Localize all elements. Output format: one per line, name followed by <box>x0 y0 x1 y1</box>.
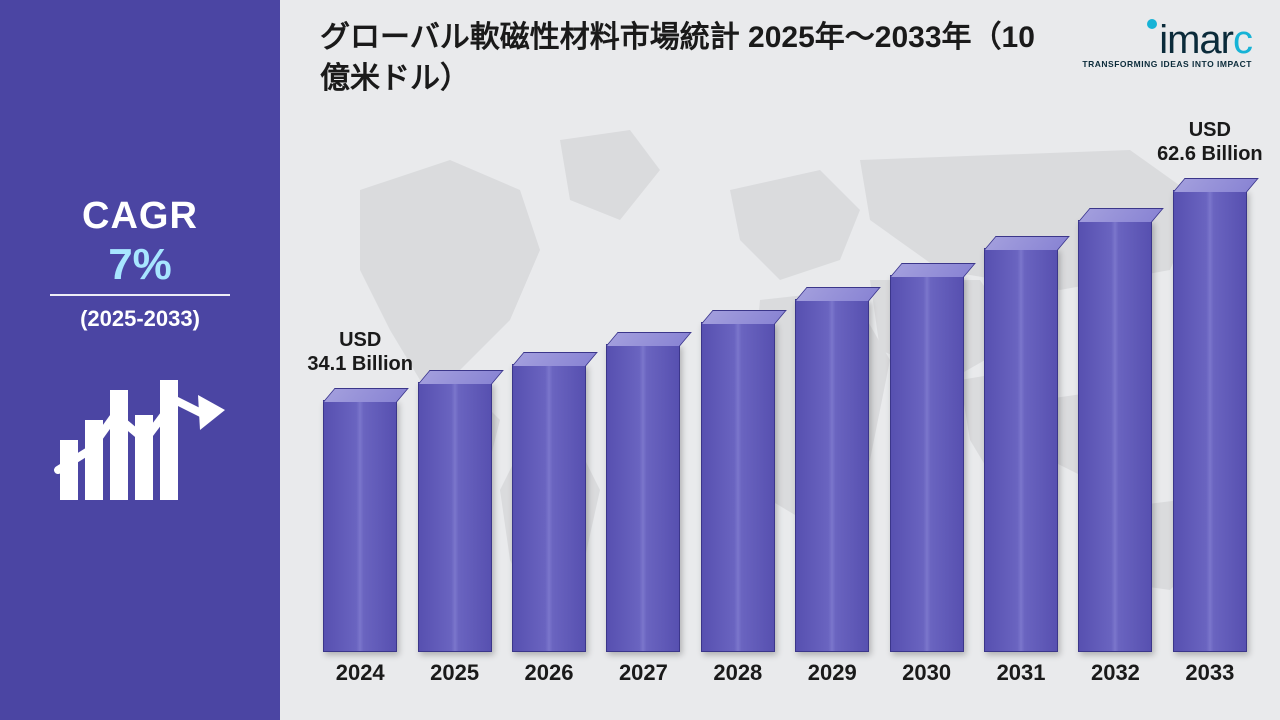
brand-logo: imarc TRANSFORMING IDEAS INTO IMPACT <box>1082 18 1252 69</box>
bar-front-face <box>984 248 1058 652</box>
bar-front-face <box>795 299 869 652</box>
bar-top-face <box>606 332 692 346</box>
bar-top-face <box>418 370 504 384</box>
bar <box>418 382 492 652</box>
bar-front-face <box>323 400 397 652</box>
callout-line2: 62.6 Billion <box>1157 143 1263 165</box>
main-panel: グローバル軟磁性材料市場統計 2025年〜2033年（10億米ドル） imarc… <box>280 0 1280 720</box>
bar-front-face <box>606 344 680 652</box>
logo-tagline: TRANSFORMING IDEAS INTO IMPACT <box>1082 59 1252 69</box>
growth-chart-icon <box>50 360 230 515</box>
logo-text-1: imar <box>1159 18 1233 63</box>
bar <box>323 400 397 652</box>
bar-top-face <box>795 287 881 301</box>
bar <box>606 344 680 652</box>
bar-slot: 2033USD62.6 Billion <box>1170 190 1250 652</box>
bar-chart: 2024USD34.1 Billion202520262027202820292… <box>320 110 1250 692</box>
bar <box>890 275 964 652</box>
bar-year-label: 2031 <box>981 660 1061 686</box>
cagr-label: CAGR <box>82 195 198 238</box>
bar-top-face <box>984 236 1070 250</box>
chart-title: グローバル軟磁性材料市場統計 2025年〜2033年（10億米ドル） <box>320 18 1040 99</box>
bar-front-face <box>1173 190 1247 652</box>
bar <box>1078 220 1152 652</box>
cagr-value: 7% <box>108 240 172 290</box>
bar-slot: 2032 <box>1075 220 1155 652</box>
bar-front-face <box>512 364 586 652</box>
bar-slot: 2024USD34.1 Billion <box>320 400 400 652</box>
sidebar-cagr-panel: CAGR 7% (2025-2033) <box>0 0 280 720</box>
bar-front-face <box>418 382 492 652</box>
bar-year-label: 2028 <box>698 660 778 686</box>
callout-line2: 34.1 Billion <box>307 353 413 375</box>
bar-slot: 2030 <box>886 275 966 652</box>
bar-slot: 2028 <box>698 322 778 652</box>
bar-slot: 2029 <box>792 299 872 652</box>
bar-year-label: 2027 <box>603 660 683 686</box>
callout-line1: USD <box>1189 119 1231 141</box>
bar <box>795 299 869 652</box>
bar-top-face <box>1078 208 1164 222</box>
bar-slot: 2026 <box>509 364 589 652</box>
cagr-period: (2025-2033) <box>80 306 200 332</box>
callout-line1: USD <box>339 329 381 351</box>
bar-year-label: 2033 <box>1170 660 1250 686</box>
bar-slot: 2031 <box>981 248 1061 652</box>
bar-slot: 2025 <box>414 382 494 652</box>
bar-front-face <box>1078 220 1152 652</box>
bar-top-face <box>1173 178 1259 192</box>
logo-text-2: c <box>1233 18 1252 63</box>
bar <box>701 322 775 652</box>
bar <box>984 248 1058 652</box>
bar-year-label: 2025 <box>414 660 494 686</box>
bar-front-face <box>701 322 775 652</box>
bar-top-face <box>323 388 409 402</box>
bar-value-callout: USD34.1 Billion <box>307 328 413 376</box>
bar-top-face <box>890 263 976 277</box>
bar-value-callout: USD62.6 Billion <box>1157 118 1263 166</box>
bar-top-face <box>701 310 787 324</box>
bar-top-face <box>512 352 598 366</box>
logo-dot-icon <box>1147 19 1157 29</box>
bar-slot: 2027 <box>603 344 683 652</box>
bar-year-label: 2030 <box>886 660 966 686</box>
bar <box>512 364 586 652</box>
bar-year-label: 2032 <box>1075 660 1155 686</box>
bar-year-label: 2024 <box>320 660 400 686</box>
bar-year-label: 2029 <box>792 660 872 686</box>
cagr-divider <box>50 294 230 296</box>
bar <box>1173 190 1247 652</box>
bar-year-label: 2026 <box>509 660 589 686</box>
bar-front-face <box>890 275 964 652</box>
